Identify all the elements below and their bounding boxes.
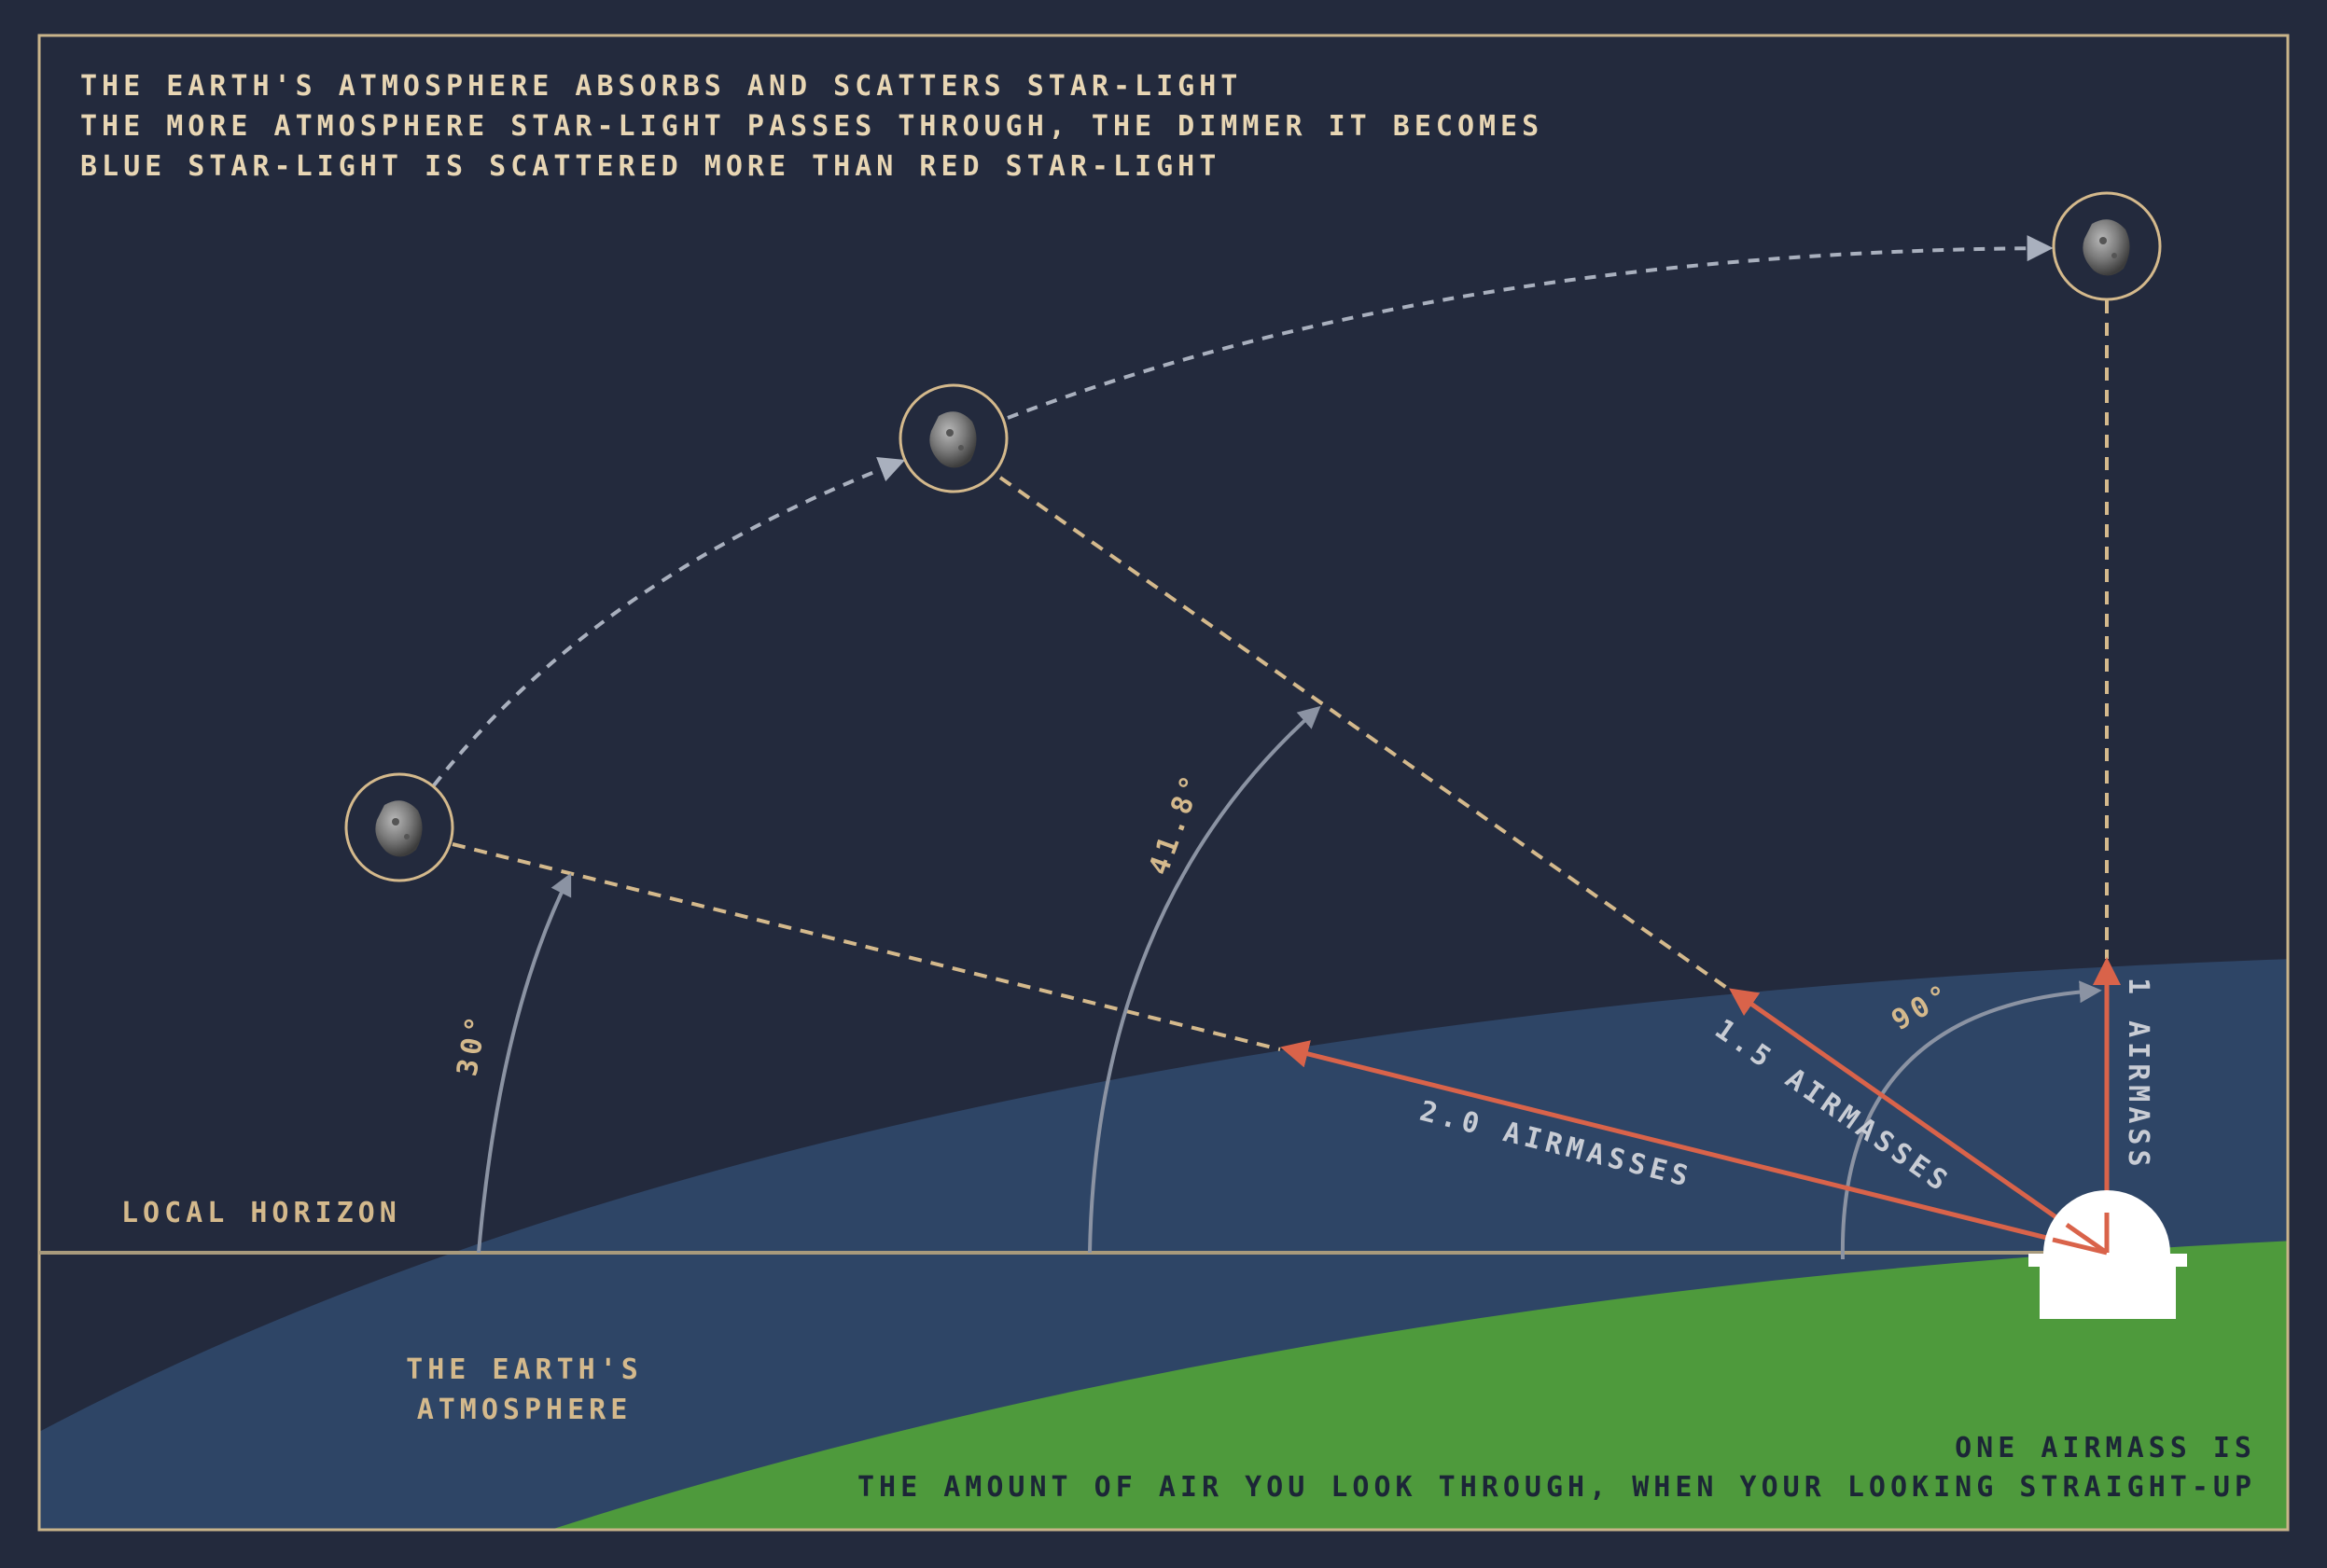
airmass-arrow-2 [1280,1040,2108,1256]
footer-line-2: THE AMOUNT OF AIR YOU LOOK THROUGH, WHEN… [857,1471,2256,1504]
star-path-2 [1007,235,2054,420]
sightline-30 [452,842,1281,1051]
intro-line-2: THE MORE ATMOSPHERE STAR-LIGHT PASSES TH… [80,110,1543,143]
horizon-label: LOCAL HORIZON [121,1197,401,1229]
angle-arc-90 [1840,980,2102,1260]
atmosphere-label-1: THE EARTH'S [406,1353,643,1386]
angle-arc-30 [477,872,572,1254]
intro-line-3: BLUE STAR-LIGHT IS SCATTERED MORE THAN R… [80,150,1220,183]
asteroid-icon [2052,191,2162,301]
star-path-1 [432,456,906,787]
atmosphere-label-2: ATMOSPHERE [417,1394,633,1426]
airmass-label-1: 1 AIRMASS [2122,978,2154,1172]
asteroid-icon [899,383,1009,493]
angle-arc-41 [1088,705,1321,1254]
airmass-arrow-15 [1729,988,2109,1256]
frame-border [37,34,2290,1532]
asteroid-icon [344,772,454,882]
intro-line-1: THE EARTH'S ATMOSPHERE ABSORBS AND SCATT… [80,70,1242,103]
footer-line-1: ONE AIRMASS IS [1955,1432,2256,1464]
sightline-41 [998,476,1733,992]
ground [550,1241,2288,1530]
